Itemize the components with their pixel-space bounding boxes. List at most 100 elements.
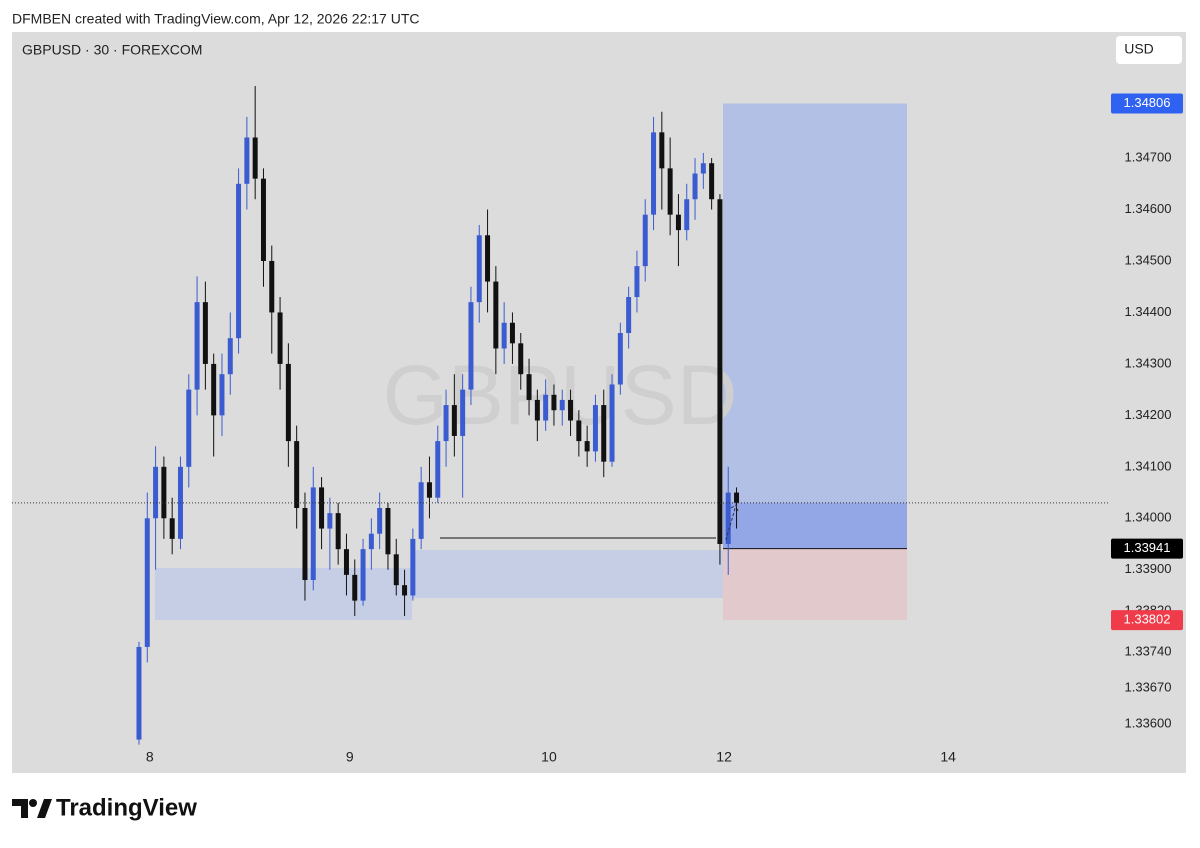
y-tick-label: 1.34200 [1125, 407, 1172, 422]
y-tick-label: 1.34600 [1125, 201, 1172, 216]
candle-body [426, 482, 432, 498]
stop-zone [723, 548, 907, 621]
brand-logo [12, 799, 52, 818]
demand-zone [155, 568, 412, 620]
watermark: GBPUSD [383, 348, 738, 442]
candle-body [236, 183, 242, 339]
candle-body [285, 363, 291, 442]
candle-body [443, 405, 449, 442]
candle-body [609, 384, 615, 462]
candle-body [294, 441, 300, 508]
candle-body [734, 492, 740, 503]
y-tick-label: 1.34400 [1125, 304, 1172, 319]
candle-body [559, 399, 565, 411]
candle-body [667, 168, 673, 215]
position-layer [723, 103, 907, 621]
candle-body [219, 374, 225, 416]
candle-body [725, 492, 731, 545]
candle-body [393, 554, 399, 586]
brand-name: TradingView [56, 794, 197, 821]
candle-body [385, 507, 391, 555]
candle-body [692, 173, 698, 200]
candle-body [269, 260, 275, 313]
demand-zone [412, 550, 745, 598]
y-tick-label: 1.33670 [1125, 680, 1172, 695]
candle-body [493, 281, 499, 349]
candle-body [659, 132, 665, 169]
x-tick-label: 12 [716, 749, 732, 765]
y-tick-label: 1.34100 [1125, 458, 1172, 473]
y-tick-label: 1.33740 [1125, 644, 1172, 659]
candle-body [186, 389, 192, 467]
currency-label[interactable]: USD [1124, 41, 1154, 57]
candle-body [568, 399, 574, 421]
candle-body [601, 405, 607, 462]
candle-body [485, 235, 491, 282]
candle-body [709, 163, 715, 200]
candle-body [717, 199, 723, 545]
candle-body [509, 322, 515, 344]
candle-body [576, 420, 582, 442]
candle-body [136, 646, 142, 740]
candle-body [584, 441, 590, 452]
candle-body [227, 338, 233, 375]
candle-body [435, 441, 441, 498]
chart-background [12, 32, 1186, 773]
candle-body [244, 137, 250, 184]
stop-tag [1111, 610, 1183, 631]
candle-body [211, 363, 217, 416]
candle-body [626, 297, 632, 334]
candle-body [651, 132, 657, 215]
candle-body [377, 507, 383, 534]
x-tick-label: 8 [146, 749, 154, 765]
target-zone [723, 103, 907, 549]
candle-body [327, 513, 333, 529]
x-tick-label: 10 [541, 749, 557, 765]
y-tick-label: 1.34000 [1125, 510, 1172, 525]
candle-body [202, 302, 208, 364]
candle-body [518, 343, 524, 375]
candle-body [684, 199, 690, 231]
candle-body [252, 137, 258, 179]
entry-tag-label: 1.33941 [1124, 540, 1171, 555]
target-tag-label: 1.34806 [1124, 95, 1171, 110]
candle-body [418, 482, 424, 539]
candle-body [642, 214, 648, 267]
candle-body [675, 214, 681, 231]
candle-body [360, 549, 366, 601]
y-tick-label: 1.33600 [1125, 716, 1172, 731]
candle-body [700, 163, 706, 174]
candle-body [144, 518, 150, 647]
candle-body [302, 507, 308, 581]
axis-layer: 1.34700 1.34600 1.34500 1.34400 1.34300 1.342… [12, 93, 1183, 773]
entry-tag [1111, 538, 1183, 559]
projection-arrow [725, 504, 739, 541]
candle-body [617, 333, 623, 385]
candle-body [534, 399, 540, 421]
candle-body [319, 487, 325, 529]
candle-body [335, 513, 341, 550]
candle-body [194, 302, 200, 390]
candle-body [451, 405, 457, 436]
target-tag [1111, 93, 1183, 114]
stop-tag-label: 1.33802 [1124, 612, 1171, 627]
y-tick-label: 1.34300 [1125, 355, 1172, 370]
candle-body [277, 312, 283, 364]
candle-body [592, 405, 598, 452]
candle-body [402, 585, 408, 596]
candle-body [352, 574, 358, 601]
x-tick-label: 9 [346, 749, 354, 765]
currency-button[interactable] [1116, 36, 1182, 64]
candle-body [343, 549, 349, 575]
y-tick-label: 1.33900 [1125, 561, 1172, 576]
candle-body [153, 466, 159, 519]
candle-body [410, 538, 416, 596]
y-tick-label: 1.34700 [1125, 150, 1172, 165]
candle-body [526, 374, 532, 400]
x-tick-label: 14 [940, 749, 956, 765]
candle-body [551, 394, 557, 411]
symbol-title: GBPUSD · 30 · FOREXCOM [22, 42, 202, 58]
candle-body [543, 394, 549, 421]
candle-body [634, 266, 640, 298]
